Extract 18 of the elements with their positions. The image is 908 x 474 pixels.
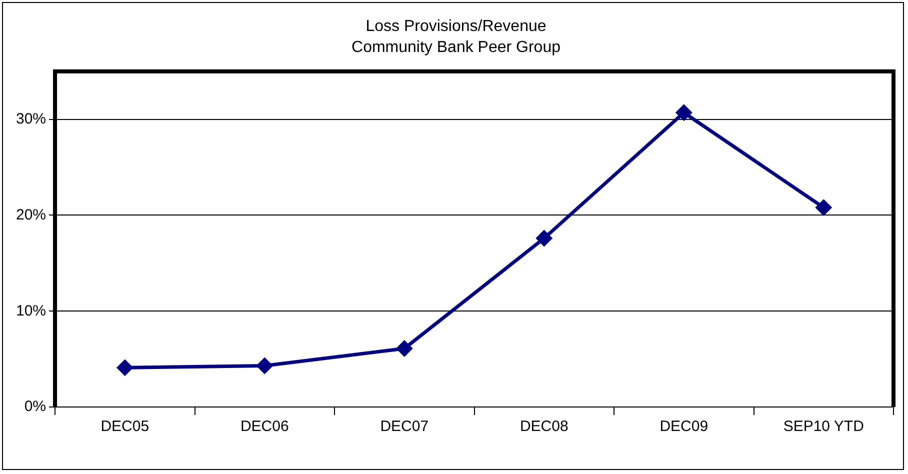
point [117,360,133,376]
x-tick-label: DEC08 [520,418,568,436]
chart-title: Loss Provisions/Revenue [366,18,546,36]
x-tick-label: DEC07 [380,418,429,436]
x-tick-label: DEC06 [240,418,289,436]
x-tick-label: DEC05 [100,418,150,436]
point [536,230,552,246]
y-tick-label: 30% [16,110,46,128]
point [256,358,272,374]
point [816,200,832,216]
x-tick-label: DEC09 [660,418,708,436]
y-tick-label: 20% [16,206,46,224]
chart-subtitle: Community Bank Peer Group [352,39,561,56]
y-tick-label: 10% [16,302,46,320]
y-tick-label: 0% [24,398,46,416]
point [676,104,692,120]
x-tick-label: SEP10 YTD [783,418,864,436]
point [396,340,412,356]
